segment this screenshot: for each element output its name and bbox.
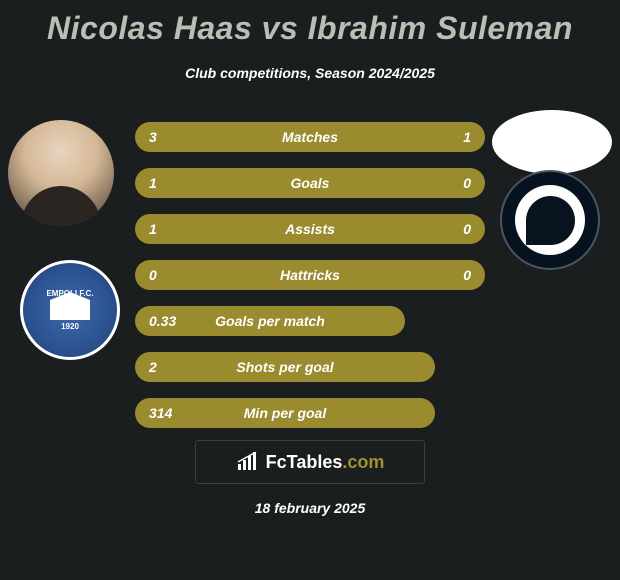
player2-avatar bbox=[492, 110, 612, 174]
player1-name: Nicolas Haas bbox=[47, 10, 252, 46]
player2-name: Ibrahim Suleman bbox=[308, 10, 573, 46]
club-left-building-icon bbox=[50, 300, 90, 320]
club-left-year: 1920 bbox=[46, 322, 93, 331]
vs-text: vs bbox=[262, 10, 299, 46]
stat-label: Min per goal bbox=[244, 405, 326, 421]
brand-prefix: Fc bbox=[266, 452, 287, 472]
stat-row: 0.33 Goals per match bbox=[135, 306, 405, 336]
brand-main: Tables bbox=[287, 452, 343, 472]
stat-label: Hattricks bbox=[280, 267, 340, 283]
stat-left-value: 314 bbox=[149, 405, 172, 421]
stat-row: 1 Goals 0 bbox=[135, 168, 485, 198]
stat-left-value: 1 bbox=[149, 175, 157, 191]
club-left-inner: EMPOLI F.C. 1920 bbox=[46, 289, 93, 331]
stat-left-value: 1 bbox=[149, 221, 157, 237]
page-title: Nicolas Haas vs Ibrahim Suleman bbox=[0, 0, 620, 47]
player1-club-badge: EMPOLI F.C. 1920 bbox=[20, 260, 120, 360]
player1-avatar bbox=[8, 120, 114, 226]
footer-brand-badge[interactable]: FcTables.com bbox=[195, 440, 425, 484]
footer-brand-text: FcTables.com bbox=[266, 452, 385, 473]
stat-left-value: 2 bbox=[149, 359, 157, 375]
stat-row: 3 Matches 1 bbox=[135, 122, 485, 152]
stat-row: 2 Shots per goal bbox=[135, 352, 435, 382]
subtitle: Club competitions, Season 2024/2025 bbox=[0, 65, 620, 81]
chart-icon bbox=[236, 452, 260, 472]
stat-row: 0 Hattricks 0 bbox=[135, 260, 485, 290]
stat-label: Matches bbox=[282, 129, 338, 145]
stat-label: Shots per goal bbox=[236, 359, 333, 375]
stats-container: 3 Matches 1 1 Goals 0 1 Assists 0 0 Hattricks 0 0.33… bbox=[135, 122, 485, 444]
club-right-inner bbox=[515, 185, 585, 255]
brand-suffix: .com bbox=[342, 452, 384, 472]
stat-right-value: 0 bbox=[463, 175, 471, 191]
stat-right-value: 1 bbox=[463, 129, 471, 145]
player2-club-badge bbox=[500, 170, 600, 270]
stat-right-value: 0 bbox=[463, 267, 471, 283]
stat-label: Goals per match bbox=[215, 313, 325, 329]
footer-date: 18 february 2025 bbox=[255, 500, 366, 516]
stat-left-value: 0.33 bbox=[149, 313, 176, 329]
stat-row: 1 Assists 0 bbox=[135, 214, 485, 244]
stat-row: 314 Min per goal bbox=[135, 398, 435, 428]
stat-right-value: 0 bbox=[463, 221, 471, 237]
stat-left-value: 0 bbox=[149, 267, 157, 283]
stat-left-value: 3 bbox=[149, 129, 157, 145]
stat-label: Assists bbox=[285, 221, 335, 237]
stat-label: Goals bbox=[291, 175, 330, 191]
